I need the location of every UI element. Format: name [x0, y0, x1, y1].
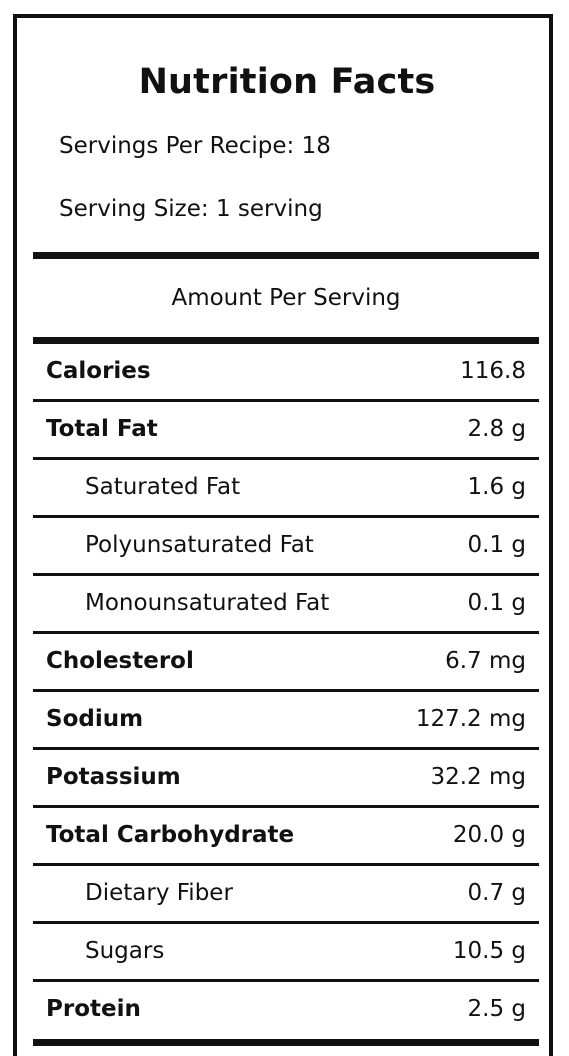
thick-divider — [33, 1039, 539, 1046]
nutrient-row-total-fat: Total Fat 2.8 g — [33, 402, 539, 460]
nutrient-name: Monounsaturated Fat — [85, 590, 330, 616]
thick-divider — [33, 252, 539, 259]
nutrient-row-saturated-fat: Saturated Fat 1.6 g — [33, 460, 539, 518]
nutrient-name: Protein — [46, 996, 141, 1022]
nutrient-value: 127.2 mg — [415, 706, 526, 732]
nutrient-row-dietary-fiber: Dietary Fiber 0.7 g — [33, 866, 539, 924]
nutrient-value: 6.7 mg — [445, 648, 526, 674]
nutrient-value: 2.5 g — [467, 996, 527, 1022]
nutrient-name: Sugars — [85, 938, 165, 964]
nutrient-row-potassium: Potassium 32.2 mg — [33, 750, 539, 808]
nutrient-name: Dietary Fiber — [85, 880, 233, 906]
nutrient-value: 0.1 g — [467, 590, 527, 616]
nutrient-row-calories: Calories 116.8 — [33, 344, 539, 402]
nutrient-name: Total Carbohydrate — [46, 822, 295, 848]
nutrient-name: Polyunsaturated Fat — [85, 532, 314, 558]
servings-per-recipe: Servings Per Recipe: 18 — [59, 133, 331, 159]
nutrient-name: Total Fat — [46, 416, 158, 442]
nutrition-facts-title: Nutrition Facts — [138, 62, 436, 102]
nutrient-row-sugars: Sugars 10.5 g — [33, 924, 539, 982]
nutrient-name: Sodium — [46, 706, 144, 732]
amount-per-serving-heading: Amount Per Serving — [171, 285, 401, 311]
nutrition-label-border — [13, 14, 553, 1056]
nutrient-row-sodium: Sodium 127.2 mg — [33, 692, 539, 750]
nutrient-name: Calories — [46, 358, 151, 384]
nutrient-row-total-carbohydrate: Total Carbohydrate 20.0 g — [33, 808, 539, 866]
nutrient-name: Cholesterol — [46, 648, 194, 674]
nutrient-value: 0.7 g — [467, 880, 527, 906]
nutrient-value: 0.1 g — [467, 532, 527, 558]
nutrient-row-monounsaturated-fat: Monounsaturated Fat 0.1 g — [33, 576, 539, 634]
nutrient-value: 32.2 mg — [430, 764, 526, 790]
nutrient-value: 116.8 — [460, 358, 526, 384]
nutrient-name: Potassium — [46, 764, 181, 790]
nutrient-value: 10.5 g — [452, 938, 526, 964]
nutrient-value: 1.6 g — [467, 474, 527, 500]
nutrient-row-protein: Protein 2.5 g — [33, 982, 539, 1040]
nutrient-row-polyunsaturated-fat: Polyunsaturated Fat 0.1 g — [33, 518, 539, 576]
serving-size: Serving Size: 1 serving — [59, 196, 323, 222]
nutrient-value: 2.8 g — [467, 416, 527, 442]
nutrient-row-cholesterol: Cholesterol 6.7 mg — [33, 634, 539, 692]
nutrient-name: Saturated Fat — [85, 474, 241, 500]
nutrient-list: Calories 116.8 Total Fat 2.8 g Saturated… — [33, 344, 539, 1040]
thick-divider — [33, 337, 539, 344]
nutrient-value: 20.0 g — [452, 822, 526, 848]
